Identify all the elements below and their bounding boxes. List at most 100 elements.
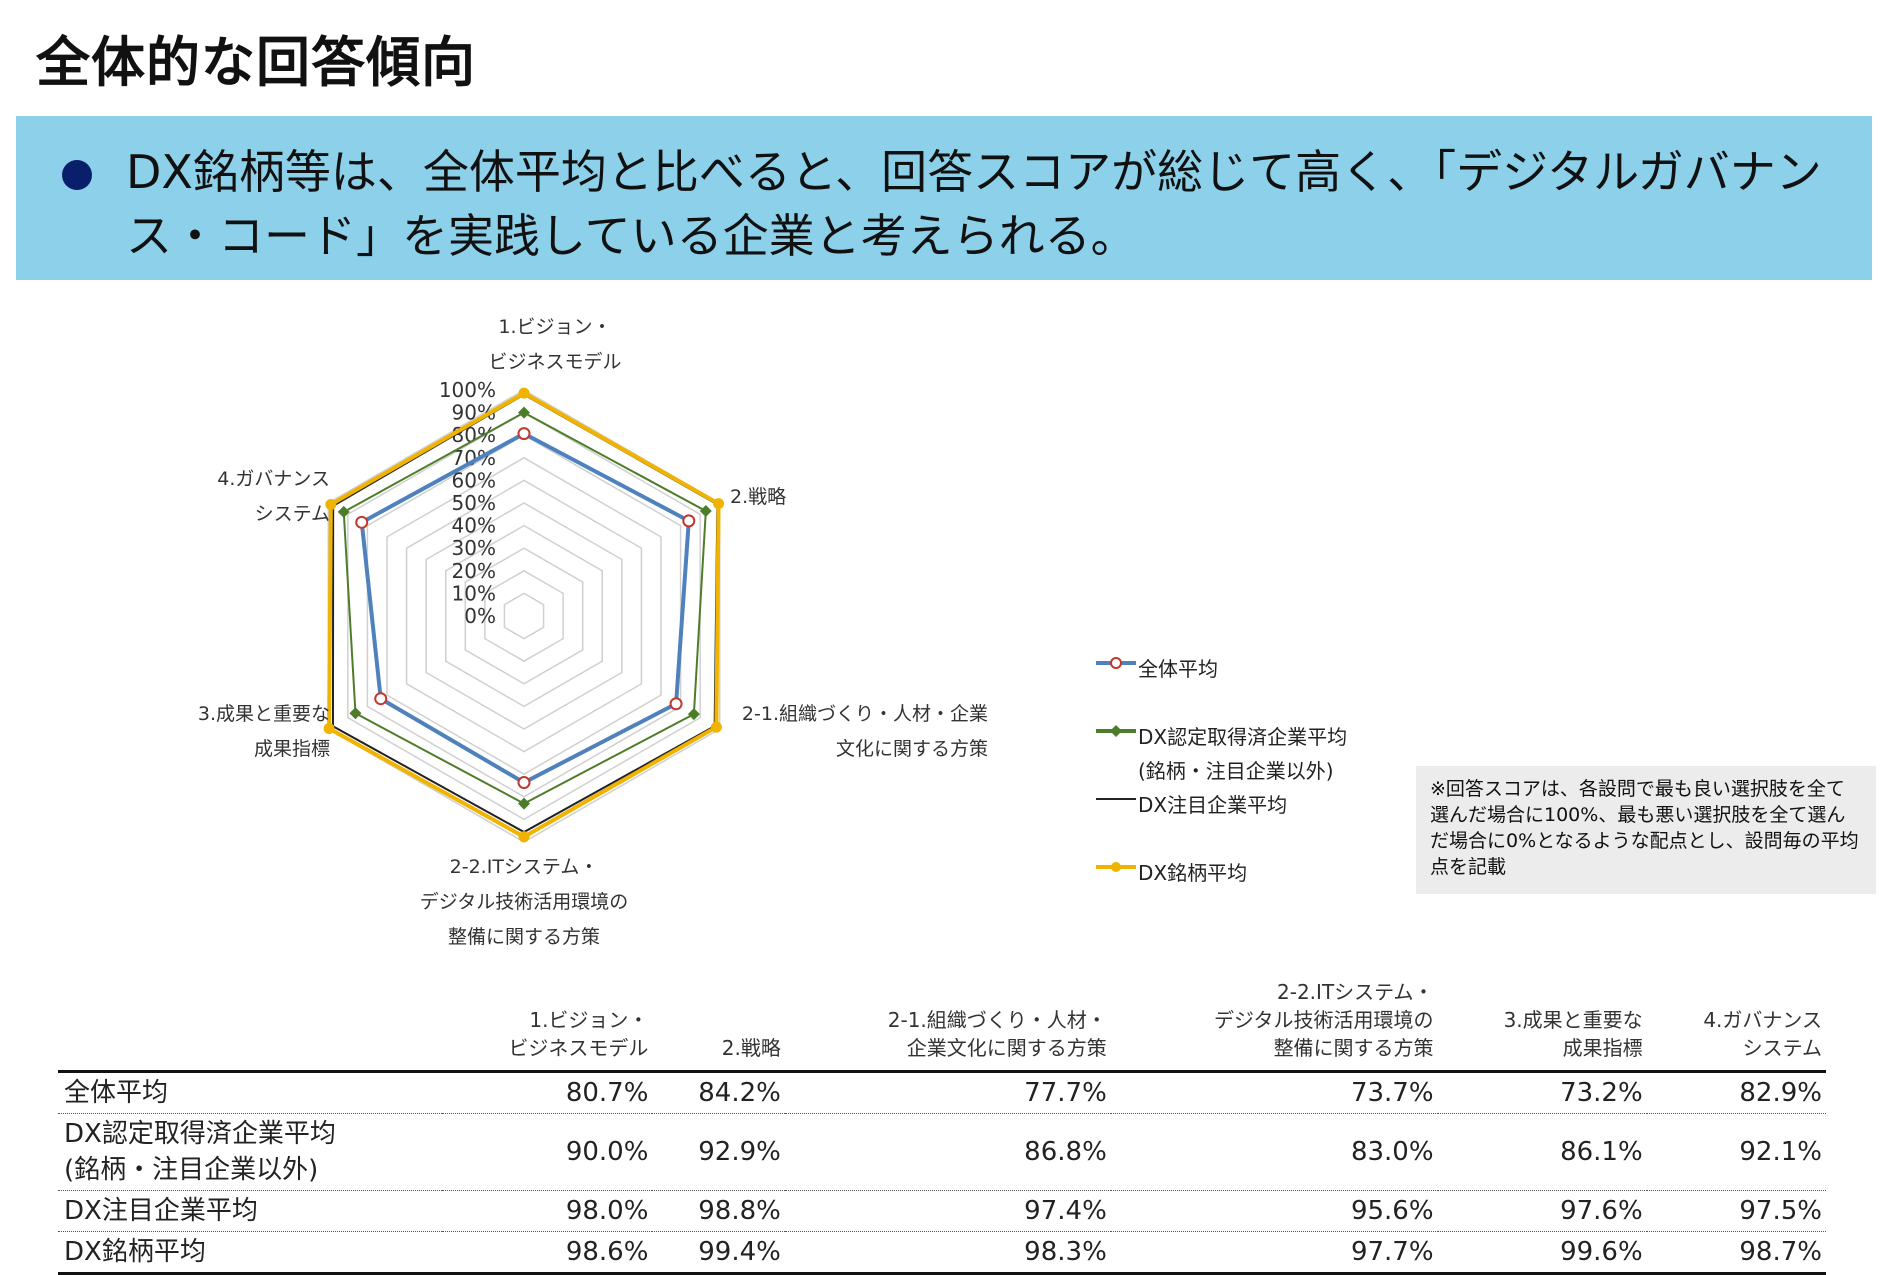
table-cell: 98.3% (1024, 1237, 1107, 1267)
table-cell: 86.8% (1024, 1137, 1107, 1167)
legend-item: 全体平均 (1096, 648, 1416, 684)
table-column-header: 3.成果と重要な 成果指標 (1503, 1008, 1643, 1060)
data-point (355, 515, 369, 529)
axis-label: 2-1.組織づくり・人材・企業 文化に関する方策 (741, 703, 988, 760)
grid-ring (366, 434, 682, 798)
legend-label: 全体平均 (1138, 657, 1218, 681)
table-row-label: 全体平均 (64, 1078, 169, 1108)
data-point (517, 776, 531, 790)
table-cell: 98.0% (565, 1196, 649, 1226)
axis-label: 3.成果と重要な 成果指標 (197, 703, 330, 760)
legend-label: DX注目企業平均 (1138, 793, 1288, 817)
grid-ring (484, 569, 564, 663)
grid-ring (503, 592, 545, 640)
data-point (687, 708, 700, 721)
grid-ring (405, 479, 643, 753)
data-point (518, 831, 530, 843)
axis-label: 4.ガバナンス システム (217, 468, 330, 525)
table-column-header: 2-2.ITシステム・ デジタル技術活用環境の 整備に関する方策 (1213, 980, 1434, 1060)
table-column-header: 2.戦略 (721, 1036, 781, 1060)
table-cell: 92.9% (698, 1137, 781, 1167)
legend-swatch (1096, 798, 1136, 800)
table-cell: 90.0% (565, 1137, 649, 1167)
table-corner (58, 978, 442, 1072)
data-point (518, 797, 530, 810)
table-cell: 84.2% (698, 1078, 781, 1108)
grid-ring (464, 547, 584, 685)
summary-text: DX銘柄等は、全体平均と比べると、回答スコアが総じて高く、「デジタルガバナンス・… (126, 145, 1822, 263)
data-point (518, 406, 530, 419)
data-point (349, 707, 362, 720)
table-cell: 97.5% (1739, 1196, 1822, 1226)
table-row: DX注目企業平均 98.0% 98.8% 97.4% 95.6% 97.6% 97.5% (58, 1191, 1826, 1232)
data-point (699, 505, 712, 518)
grid-ring (444, 524, 604, 708)
legend-swatch (1096, 862, 1136, 872)
tick-label: 100% (439, 378, 496, 402)
table-cell: 95.6% (1350, 1196, 1434, 1226)
data-point (323, 723, 335, 735)
legend-label: DX銘柄平均 (1138, 861, 1248, 885)
table-cell: 98.8% (698, 1196, 781, 1226)
legend-label: DX認定取得済企業平均 (銘柄・注目企業以外) (1138, 725, 1348, 783)
grid-ring (425, 502, 623, 730)
table-row-label: DX認定取得済企業平均 (銘柄・注目企業以外) (64, 1119, 336, 1185)
legend-item: DX認定取得済企業平均 (銘柄・注目企業以外) (1096, 716, 1416, 783)
table-cell: 77.7% (1024, 1078, 1107, 1108)
data-point (517, 427, 531, 441)
legend-item: DX銘柄平均 (1096, 852, 1416, 888)
table-cell: 83.0% (1350, 1137, 1434, 1167)
summary-banner (16, 116, 1872, 280)
tick-label: 20% (452, 559, 496, 583)
table-cell: 80.7% (565, 1078, 649, 1108)
table-column-header: 1.ビジョン・ ビジネスモデル (508, 1008, 649, 1060)
data-point (710, 721, 722, 733)
score-note: ※回答スコアは、各設問で最も良い選択肢を全て選んだ場合に100%、最も悪い選択肢… (1416, 766, 1876, 894)
table-row: DX銘柄平均 98.6% 99.4% 98.3% 97.7% 99.6% 98.7% (58, 1232, 1826, 1274)
data-point (518, 387, 530, 399)
table-cell: 73.7% (1350, 1078, 1434, 1108)
axis-label: 1.ビジョン・ ビジネスモデル (488, 316, 622, 373)
legend-item: DX注目企業平均 (1096, 784, 1416, 820)
tick-label: 30% (452, 536, 496, 560)
table-cell: 97.4% (1024, 1196, 1107, 1226)
data-point (325, 498, 337, 510)
table-cell: 97.6% (1560, 1196, 1643, 1226)
table-row: DX認定取得済企業平均 (銘柄・注目企業以外) 90.0% 92.9% 86.8% 83… (58, 1114, 1826, 1191)
table-column-header: 4.ガバナンス システム (1703, 1008, 1822, 1060)
data-point (713, 498, 725, 510)
page-title: 全体的な回答傾向 (36, 31, 476, 94)
table-row-label: DX銘柄平均 (64, 1237, 206, 1267)
tick-label: 50% (452, 491, 496, 515)
radar-chart: 100%90%80%70%60%50%40%30%20%10%0% (323, 378, 725, 843)
legend-swatch (1096, 657, 1136, 669)
table-cell: 98.6% (565, 1237, 649, 1267)
axis-label: 2-2.ITシステム・ デジタル技術活用環境の 整備に関する方策 (419, 856, 629, 948)
table-column-header: 2-1.組織づくり・人材・ 企業文化に関する方策 (887, 1008, 1107, 1060)
table-cell: 82.9% (1739, 1078, 1822, 1108)
legend-swatch (1096, 725, 1136, 737)
grid-ring (347, 411, 701, 821)
table-cell: 86.1% (1560, 1137, 1643, 1167)
bullet-icon (62, 160, 92, 190)
table-cell: 99.6% (1560, 1237, 1643, 1267)
tick-label: 0% (464, 604, 496, 628)
tick-label: 70% (452, 446, 496, 470)
table-body: 全体平均 80.7% 84.2% 77.7% 73.7% 73.2% 82.9% DX認定取得… (58, 1072, 1826, 1274)
table-cell: 92.1% (1739, 1137, 1822, 1167)
table-row-label: DX注目企業平均 (64, 1196, 258, 1226)
axis-label: 2.戦略 (730, 486, 787, 508)
tick-label: 40% (452, 514, 496, 538)
series-line (331, 393, 719, 834)
table-cell: 98.7% (1739, 1237, 1822, 1267)
tick-label: 80% (452, 423, 496, 447)
table-cell: 73.2% (1560, 1078, 1643, 1108)
tick-label: 60% (452, 468, 496, 492)
data-point (669, 697, 683, 711)
data-point (337, 505, 350, 518)
tick-label: 10% (452, 581, 496, 605)
score-table: 1.ビジョン・ ビジネスモデル 2.戦略 2-1.組織づくり・人材・ 企業文化に関す… (58, 978, 1826, 1275)
table-row: 全体平均 80.7% 84.2% 77.7% 73.7% 73.2% 82.9% (58, 1072, 1826, 1114)
table-header-row: 1.ビジョン・ ビジネスモデル 2.戦略 2-1.組織づくり・人材・ 企業文化に関す… (58, 978, 1826, 1072)
table-cell: 97.7% (1350, 1237, 1434, 1267)
